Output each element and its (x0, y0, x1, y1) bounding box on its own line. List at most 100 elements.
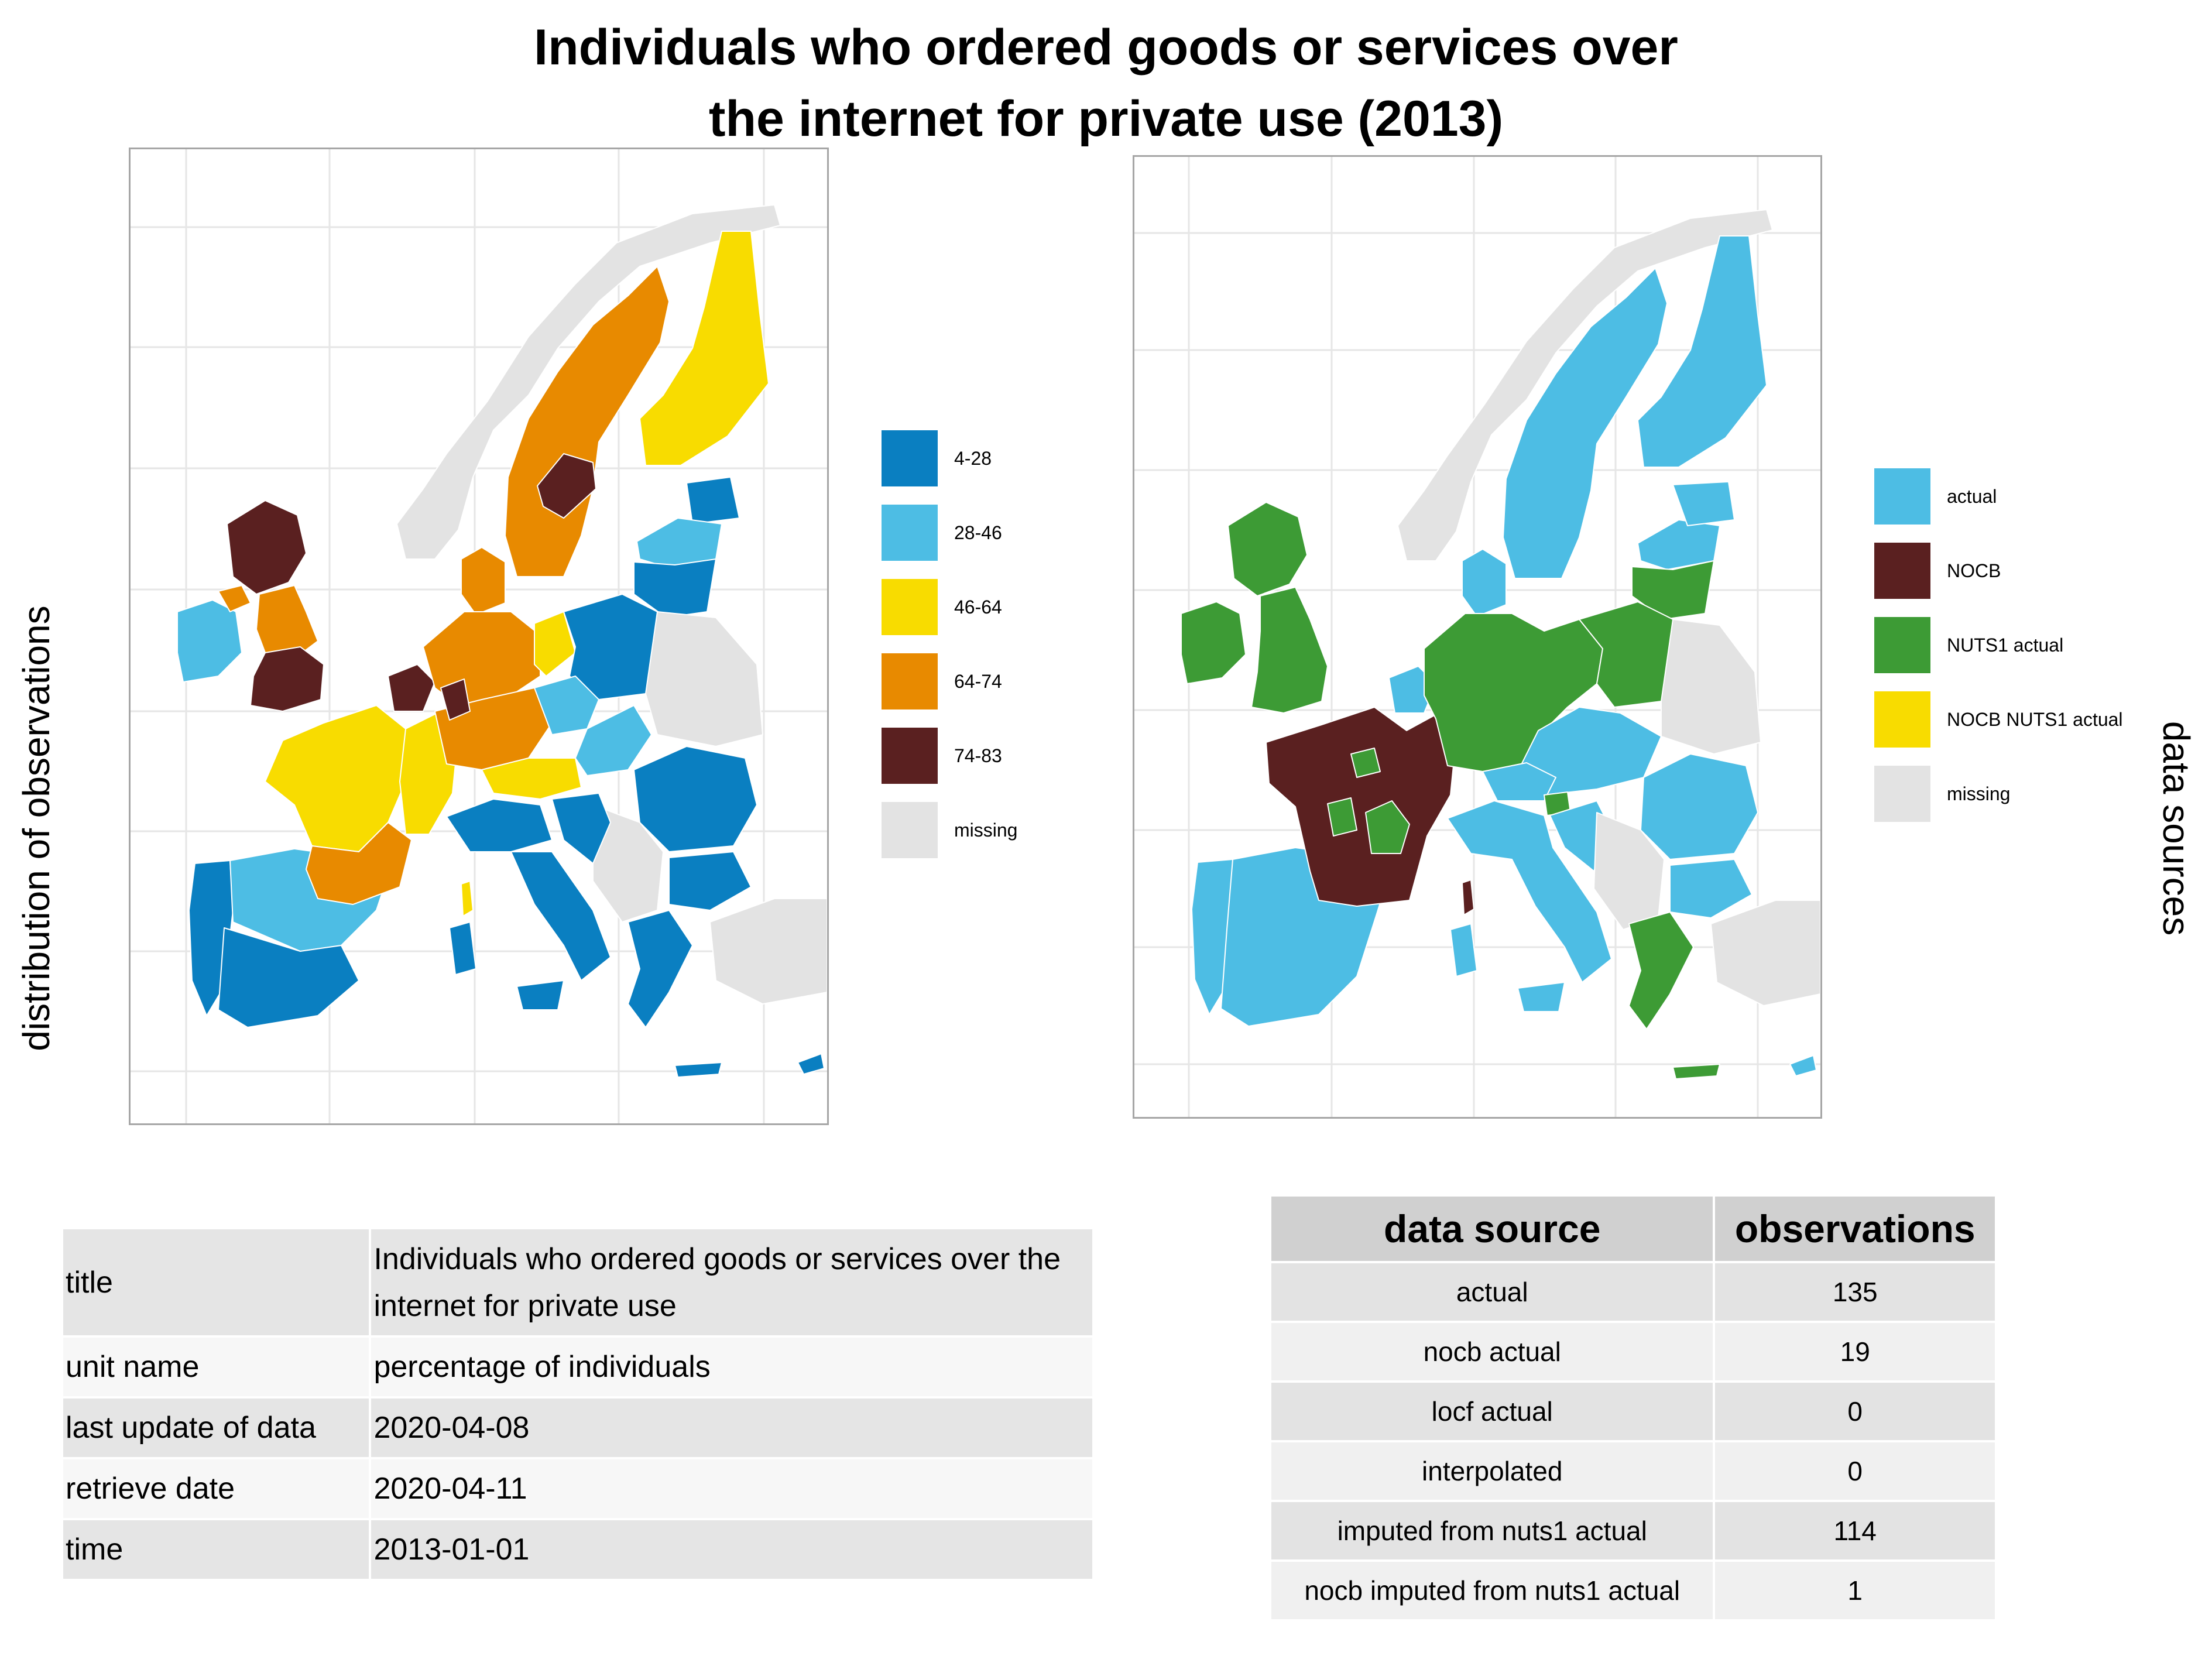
table-row: last update of data 2020-04-08 (63, 1397, 1095, 1459)
legend-swatch (1874, 766, 1930, 822)
region-baltic-3 (633, 558, 716, 618)
region-crete (674, 1062, 722, 1078)
source-count: 19 (1713, 1321, 1997, 1383)
region-finland (639, 231, 769, 466)
region-germany-center (440, 678, 471, 721)
table-row: locf actual 0 (1268, 1380, 1997, 1442)
table-row: interpolated 0 (1268, 1440, 1997, 1502)
legend-label: 4-28 (954, 448, 992, 469)
region-england-south (250, 646, 324, 712)
source-count: 0 (1713, 1440, 1997, 1502)
region-balkans-missing (592, 804, 664, 923)
region-scotland (227, 500, 307, 595)
region-ireland (177, 599, 242, 683)
region-austria (1482, 762, 1556, 801)
source-name: interpolated (1268, 1440, 1716, 1502)
source-count: 0 (1713, 1380, 1997, 1442)
column-header-observations: observations (1713, 1194, 1997, 1263)
region-norway (1397, 209, 1773, 561)
legend-label: actual (1947, 486, 1997, 507)
region-austria (481, 757, 582, 800)
region-east-missing (645, 611, 763, 747)
legend-swatch (882, 728, 938, 784)
legend-swatch (882, 653, 938, 709)
region-east-missing (1661, 619, 1761, 755)
region-sicily (516, 980, 564, 1010)
table-row: retrieve date 2020-04-11 (63, 1458, 1095, 1520)
metadata-value: Individuals who ordered goods or service… (370, 1229, 1095, 1338)
legend-swatch (882, 430, 938, 486)
source-count: 114 (1713, 1500, 1997, 1562)
table-row: nocb actual 19 (1268, 1321, 1997, 1383)
region-france-rhone (1327, 797, 1357, 837)
legend-label: NOCB (1947, 560, 2001, 581)
region-norway (396, 204, 781, 560)
legend-label: 46-64 (954, 597, 1002, 618)
data-source-table: data source observations actual 135 nocb… (1268, 1194, 1997, 1622)
metadata-value: 2020-04-11 (370, 1458, 1095, 1520)
region-sardinia (449, 921, 476, 975)
metadata-value: percentage of individuals (370, 1336, 1095, 1399)
data-sources-map (1134, 157, 1820, 1117)
table-row: title Individuals who ordered goods or s… (63, 1229, 1095, 1338)
legend-swatch (1874, 468, 1930, 525)
region-turkey-missing (1710, 900, 1820, 1006)
region-sicily (1517, 982, 1565, 1012)
legend-label: missing (1947, 783, 2011, 804)
region-scotland (1227, 502, 1308, 597)
legend-swatch (882, 505, 938, 561)
region-benelux (387, 664, 435, 712)
region-sweden-stockholm (537, 453, 596, 519)
region-corsica (1462, 879, 1474, 916)
metadata-key: title (63, 1229, 372, 1338)
region-romania (1640, 753, 1758, 860)
table-row: actual 135 (1268, 1261, 1997, 1323)
region-france-south (306, 822, 412, 905)
source-name: locf actual (1268, 1380, 1716, 1442)
legend-label: NUTS1 actual (1947, 635, 2064, 656)
legend-label: 28-46 (954, 522, 1002, 543)
left-axis-label: distribution of observations (15, 605, 57, 1051)
region-turkey-missing (709, 898, 827, 1005)
source-name: nocb imputed from nuts1 actual (1268, 1559, 1716, 1622)
data-sources-map-panel (1133, 155, 1822, 1119)
source-name: actual (1268, 1261, 1716, 1323)
region-northern-ireland (218, 585, 251, 612)
legend-swatch (882, 579, 938, 635)
metadata-value: 2020-04-08 (370, 1397, 1095, 1459)
distribution-map-panel (129, 148, 829, 1125)
figure-title: Individuals who ordered goods or service… (0, 12, 2212, 155)
region-baltic-1 (686, 477, 740, 525)
region-denmark (1462, 549, 1507, 617)
right-axis-label: data sources (2155, 721, 2197, 936)
region-england-north (256, 585, 318, 659)
legend-label: missing (954, 820, 1018, 841)
region-baltic-2 (1672, 481, 1735, 526)
region-romania (633, 746, 757, 852)
figure-title-line-1: Individuals who ordered goods or service… (534, 19, 1678, 76)
region-crete (1672, 1064, 1720, 1079)
region-sweden (1503, 268, 1668, 579)
legend-swatch (1874, 617, 1930, 673)
region-germany (1424, 613, 1603, 772)
table-row: unit name percentage of individuals (63, 1336, 1095, 1399)
region-slovakia-hungary (575, 705, 652, 776)
distribution-map (131, 149, 827, 1123)
figure-title-line-2: the internet for private use (2013) (708, 91, 1504, 147)
legend-label: 74-83 (954, 745, 1002, 766)
metadata-key: unit name (63, 1336, 372, 1399)
metadata-key: last update of data (63, 1397, 372, 1459)
metadata-key: time (63, 1519, 372, 1581)
region-france-idf (1350, 748, 1381, 778)
table-header-row: data source observations (1268, 1194, 1997, 1263)
metadata-table: title Individuals who ordered goods or s… (63, 1229, 1095, 1581)
region-bulgaria (1669, 859, 1753, 918)
source-name: imputed from nuts1 actual (1268, 1500, 1716, 1562)
legend-label: NOCB NUTS1 actual (1947, 709, 2123, 730)
region-england (1251, 587, 1328, 714)
metadata-key: retrieve date (63, 1458, 372, 1520)
region-greece (627, 910, 693, 1028)
source-count: 135 (1713, 1261, 1997, 1323)
region-greece (1628, 911, 1694, 1030)
region-croatia (551, 793, 611, 864)
